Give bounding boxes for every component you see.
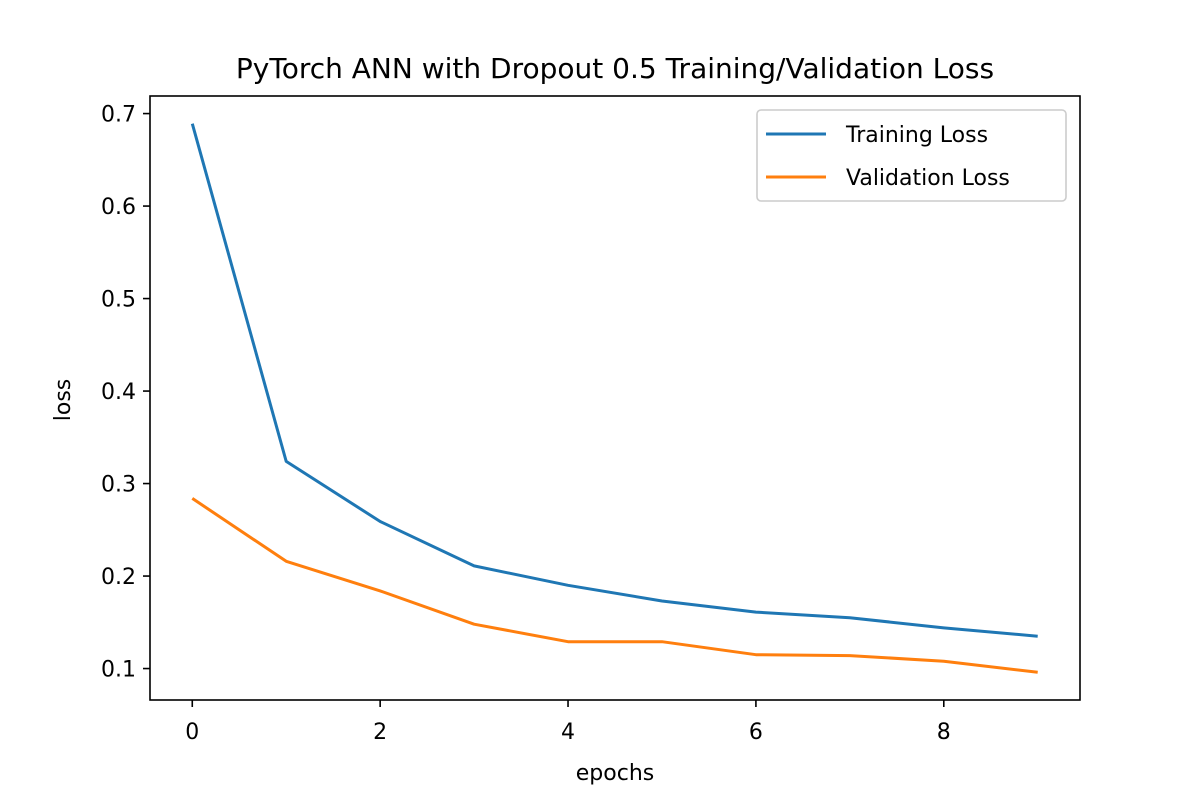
- y-tick-label-5: 0.6: [101, 195, 136, 220]
- series-line-0: [190, 123, 1038, 638]
- legend-label-0: Training Loss: [845, 123, 988, 148]
- x-axis: 0 2 4 6 8: [185, 700, 951, 745]
- legend-label-1: Validation Loss: [846, 166, 1010, 191]
- y-tick-label-6: 0.7: [101, 103, 136, 128]
- x-tick-label-3: 6: [749, 720, 763, 745]
- y-tick-label-3: 0.4: [101, 380, 136, 405]
- y-tick-label-2: 0.3: [101, 473, 136, 498]
- legend: Training Loss Validation Loss: [756, 109, 1067, 202]
- y-axis-label: loss: [51, 379, 76, 422]
- y-axis: 0.1 0.2 0.3 0.4 0.5 0.6 0.7: [101, 103, 150, 683]
- x-tick-label-4: 8: [937, 720, 951, 745]
- plot-frame: [149, 95, 1081, 701]
- x-tick-label-0: 0: [185, 720, 199, 745]
- x-tick-label-1: 2: [373, 720, 387, 745]
- plot-area: [149, 95, 1081, 701]
- y-tick-label-1: 0.2: [101, 565, 136, 590]
- series-line-1: [191, 497, 1038, 674]
- y-tick-label-0: 0.1: [101, 658, 136, 683]
- chart-title: PyTorch ANN with Dropout 0.5 Training/Va…: [236, 52, 994, 85]
- y-tick-label-4: 0.5: [101, 288, 136, 313]
- x-axis-label: epochs: [576, 761, 654, 786]
- x-tick-label-2: 4: [561, 720, 575, 745]
- legend-box: [756, 109, 1067, 202]
